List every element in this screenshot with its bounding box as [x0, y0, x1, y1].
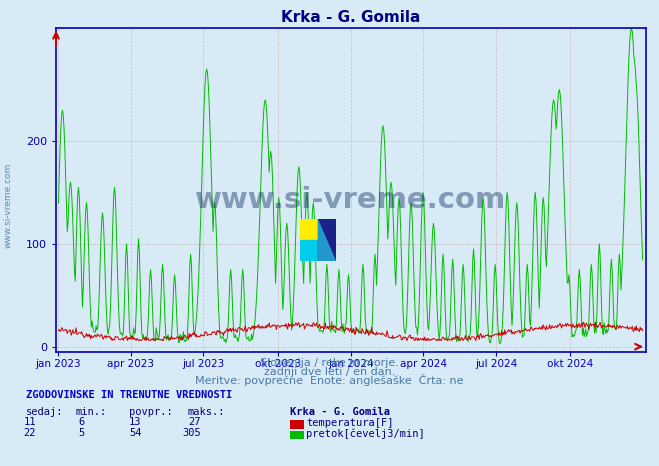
- Bar: [318, 219, 336, 261]
- Bar: [300, 240, 318, 261]
- Text: www.si-vreme.com: www.si-vreme.com: [195, 185, 507, 213]
- Text: www.si-vreme.com: www.si-vreme.com: [3, 162, 13, 248]
- Text: Krka - G. Gomila: Krka - G. Gomila: [290, 407, 390, 417]
- Text: 27: 27: [188, 418, 201, 427]
- Text: 11: 11: [24, 418, 36, 427]
- Text: Meritve: povprečne  Enote: anglešaške  Črta: ne: Meritve: povprečne Enote: anglešaške Črt…: [195, 374, 464, 385]
- Text: povpr.:: povpr.:: [129, 407, 172, 417]
- Bar: [300, 219, 318, 240]
- Text: pretok[čevelj3/min]: pretok[čevelj3/min]: [306, 428, 425, 439]
- Text: Slovenija / reke in morje.: Slovenija / reke in morje.: [260, 358, 399, 368]
- Title: Krka - G. Gomila: Krka - G. Gomila: [281, 10, 420, 26]
- Text: zadnji dve leti / en dan.: zadnji dve leti / en dan.: [264, 367, 395, 377]
- Text: 22: 22: [24, 428, 36, 438]
- Text: maks.:: maks.:: [188, 407, 225, 417]
- Text: 6: 6: [78, 418, 84, 427]
- Text: min.:: min.:: [76, 407, 107, 417]
- Text: 305: 305: [183, 428, 201, 438]
- Text: sedaj:: sedaj:: [26, 407, 64, 417]
- Text: temperatura[F]: temperatura[F]: [306, 418, 394, 428]
- Text: 13: 13: [129, 418, 142, 427]
- Text: 5: 5: [78, 428, 84, 438]
- Text: ZGODOVINSKE IN TRENUTNE VREDNOSTI: ZGODOVINSKE IN TRENUTNE VREDNOSTI: [26, 391, 233, 400]
- PathPatch shape: [318, 219, 336, 261]
- Text: 54: 54: [129, 428, 142, 438]
